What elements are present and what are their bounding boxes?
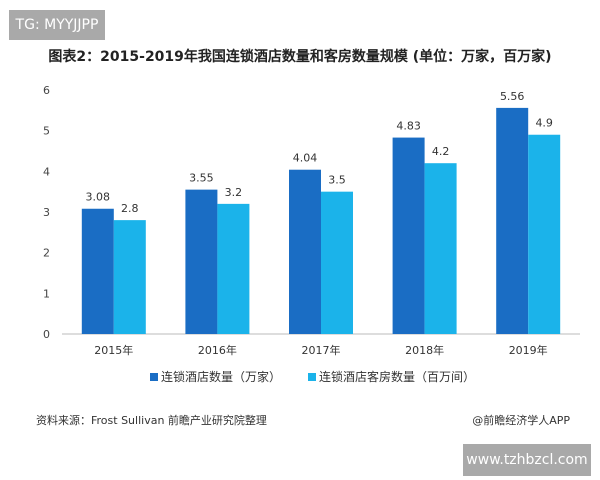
bar <box>289 169 321 334</box>
legend-swatch <box>150 373 158 381</box>
data-label: 3.2 <box>225 186 243 199</box>
bar <box>528 134 561 334</box>
source-note: 资料来源：Frost Sullivan 前瞻产业研究院整理 <box>36 414 267 427</box>
data-label: 3.5 <box>328 174 346 187</box>
y-tick-label: 5 <box>43 125 50 138</box>
x-tick-label: 2019年 <box>509 343 548 357</box>
watermark-top: TG: MYYJJPP <box>9 10 105 40</box>
data-label: 4.2 <box>432 145 450 158</box>
bar <box>496 107 529 334</box>
data-label: 4.9 <box>535 117 553 130</box>
data-label: 3.55 <box>189 172 214 185</box>
data-label: 4.83 <box>396 120 421 133</box>
y-tick-label: 3 <box>43 206 50 219</box>
bar <box>217 203 250 334</box>
x-tick-label: 2015年 <box>94 343 133 357</box>
x-tick-label: 2018年 <box>405 343 444 357</box>
watermark-bottom: www.tzhbzcl.com <box>463 444 591 476</box>
x-tick-label: 2017年 <box>302 343 341 357</box>
chart-title: 图表2：2015-2019年我国连锁酒店数量和客房数量规模 (单位：万家，百万家… <box>48 49 552 65</box>
legend-label: 连锁酒店数量（万家） <box>161 369 281 384</box>
x-tick-label: 2016年 <box>198 343 237 357</box>
bar <box>392 137 425 334</box>
data-label: 5.56 <box>500 90 525 103</box>
y-tick-label: 2 <box>43 247 50 260</box>
legend-swatch <box>308 373 316 381</box>
legend-label: 连锁酒店客房数量（百万间） <box>319 369 475 384</box>
y-tick-label: 4 <box>43 165 50 178</box>
data-label: 4.04 <box>293 152 318 165</box>
bar <box>424 163 457 334</box>
y-tick-label: 0 <box>43 328 50 341</box>
bar <box>113 220 146 334</box>
bar <box>81 208 114 334</box>
data-label: 3.08 <box>86 191 111 204</box>
data-label: 2.8 <box>121 202 139 215</box>
credit: @前瞻经济学人APP <box>472 414 570 427</box>
bar <box>321 191 353 334</box>
bar <box>185 189 218 334</box>
y-tick-label: 1 <box>43 287 50 300</box>
y-tick-label: 6 <box>43 84 50 97</box>
